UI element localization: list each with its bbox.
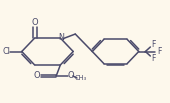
Text: O: O xyxy=(31,18,38,27)
Text: Cl: Cl xyxy=(2,47,10,56)
Text: N: N xyxy=(58,33,64,42)
Text: CH₃: CH₃ xyxy=(75,75,87,81)
Text: O: O xyxy=(34,71,40,80)
Text: F: F xyxy=(157,47,162,56)
Text: F: F xyxy=(151,40,156,49)
Text: O: O xyxy=(67,71,74,80)
Text: F: F xyxy=(151,54,156,63)
